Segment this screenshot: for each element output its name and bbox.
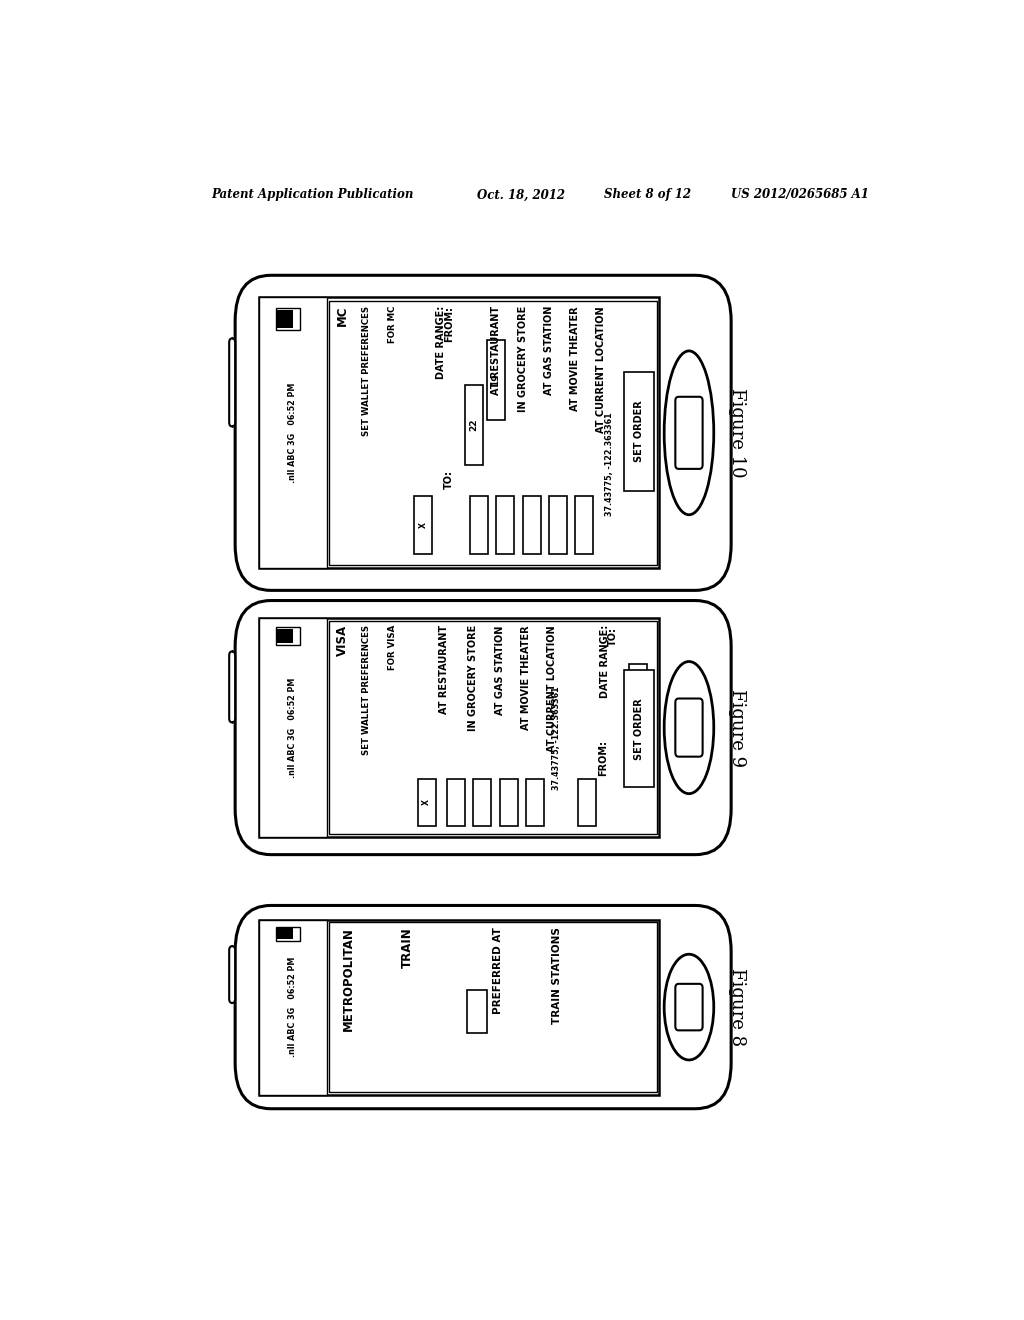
Bar [447, 779, 465, 826]
Text: Figure 8: Figure 8 [728, 968, 746, 1047]
Text: AT CURRENT LOCATION: AT CURRENT LOCATION [547, 626, 557, 752]
Text: AT MOVIE THEATER: AT MOVIE THEATER [570, 306, 581, 411]
Text: FROM:: FROM: [443, 306, 454, 342]
FancyBboxPatch shape [236, 906, 731, 1109]
Bar [278, 310, 293, 327]
Text: 37.43775, -122.363361: 37.43775, -122.363361 [552, 686, 561, 791]
FancyBboxPatch shape [676, 698, 702, 756]
Ellipse shape [665, 351, 714, 515]
Bar [465, 385, 483, 465]
Text: 19: 19 [492, 374, 500, 387]
Text: TRAIN: TRAIN [401, 927, 414, 968]
Bar [259, 920, 327, 1094]
Text: Figure 10: Figure 10 [728, 388, 746, 478]
FancyBboxPatch shape [236, 601, 731, 854]
Text: IN GROCERY STORE: IN GROCERY STORE [518, 306, 527, 412]
Text: .nll ABC 3G   06:52 PM: .nll ABC 3G 06:52 PM [289, 957, 297, 1057]
Text: Patent Application Publication: Patent Application Publication [211, 189, 414, 202]
FancyBboxPatch shape [229, 338, 236, 426]
Bar [575, 496, 593, 554]
Text: TO:: TO: [443, 470, 454, 488]
Bar [259, 618, 327, 837]
Bar [630, 664, 647, 738]
Bar [418, 779, 435, 826]
Text: TO:: TO: [608, 627, 617, 647]
Bar [259, 297, 327, 569]
Bar [275, 927, 300, 941]
FancyBboxPatch shape [676, 397, 702, 469]
Text: Oct. 18, 2012: Oct. 18, 2012 [477, 189, 565, 202]
Text: AT RESTAURANT: AT RESTAURANT [492, 306, 502, 395]
Text: DATE RANGE:: DATE RANGE: [435, 306, 445, 379]
Bar [579, 779, 597, 826]
Text: .nll ABC 3G   06:52 PM: .nll ABC 3G 06:52 PM [289, 677, 297, 777]
Text: AT RESTAURANT: AT RESTAURANT [439, 626, 449, 714]
Text: AT GAS STATION: AT GAS STATION [495, 626, 505, 714]
Ellipse shape [665, 954, 714, 1060]
Text: SET ORDER: SET ORDER [634, 698, 644, 759]
Text: SET WALLET PREFERENCES: SET WALLET PREFERENCES [361, 306, 371, 436]
Bar [329, 620, 657, 834]
Bar [278, 928, 293, 940]
Bar [275, 627, 300, 644]
Text: TRAIN STATIONS: TRAIN STATIONS [552, 927, 562, 1024]
Text: SET WALLET PREFERENCES: SET WALLET PREFERENCES [361, 626, 371, 755]
Text: US 2012/0265685 A1: US 2012/0265685 A1 [731, 189, 869, 202]
Bar [278, 628, 293, 643]
Text: DATE RANGE:: DATE RANGE: [600, 626, 609, 698]
Bar [473, 779, 492, 826]
Text: AT CURRENT LOCATION: AT CURRENT LOCATION [597, 306, 606, 433]
Text: X: X [422, 800, 431, 805]
Text: PREFERRED AT: PREFERRED AT [494, 927, 503, 1014]
Text: Sheet 8 of 12: Sheet 8 of 12 [604, 189, 691, 202]
Bar [470, 496, 488, 554]
Text: FROM:: FROM: [598, 741, 608, 776]
Text: X: X [419, 523, 428, 528]
Bar [329, 921, 657, 1093]
Bar [500, 779, 518, 826]
Bar [259, 618, 659, 837]
FancyBboxPatch shape [229, 651, 236, 722]
Bar [259, 920, 659, 1094]
Text: AT GAS STATION: AT GAS STATION [544, 306, 554, 395]
Text: METROPOLITAN: METROPOLITAN [342, 927, 355, 1031]
Bar [549, 496, 567, 554]
Text: FOR VISA: FOR VISA [388, 626, 397, 671]
Bar [522, 496, 541, 554]
Text: FOR MC: FOR MC [388, 306, 397, 343]
FancyBboxPatch shape [229, 946, 236, 1003]
Bar [329, 301, 657, 565]
Text: AT MOVIE THEATER: AT MOVIE THEATER [521, 626, 531, 730]
Bar [625, 671, 654, 787]
Bar [497, 496, 514, 554]
Bar [259, 297, 659, 569]
Bar [486, 341, 505, 420]
Bar [275, 308, 300, 330]
Text: Figure 9: Figure 9 [728, 689, 746, 767]
Text: 37.43775, -122.363361: 37.43775, -122.363361 [605, 413, 613, 516]
Text: 22: 22 [470, 418, 479, 432]
Text: VISA: VISA [336, 626, 348, 656]
Text: .nll ABC 3G   06:52 PM: .nll ABC 3G 06:52 PM [289, 383, 297, 483]
Text: SET ORDER: SET ORDER [634, 401, 644, 462]
FancyBboxPatch shape [236, 276, 731, 590]
Bar [415, 496, 432, 554]
Ellipse shape [665, 661, 714, 793]
FancyBboxPatch shape [676, 983, 702, 1031]
Bar [625, 372, 654, 491]
Text: IN GROCERY STORE: IN GROCERY STORE [469, 626, 478, 731]
Bar [467, 990, 486, 1032]
Bar [526, 779, 544, 826]
Text: MC: MC [336, 306, 348, 326]
